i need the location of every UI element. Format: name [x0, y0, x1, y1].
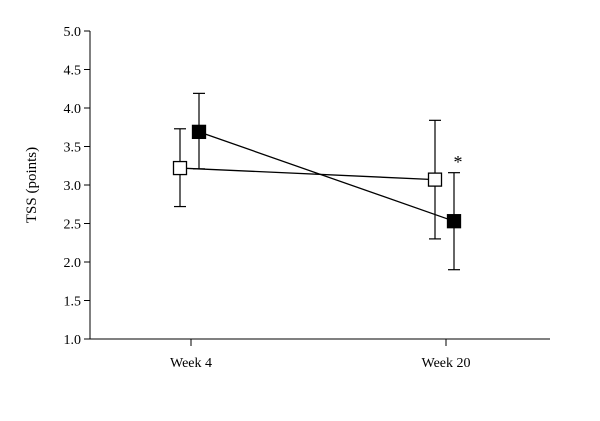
series-0: [172, 119, 443, 240]
significance-asterisk: *: [454, 152, 463, 172]
annotations: *: [454, 152, 463, 172]
x-tick-label: Week 20: [421, 356, 470, 371]
y-axis-title: TSS (points): [24, 147, 40, 223]
y-tick-label: 4.0: [64, 102, 82, 117]
series-line: [179, 167, 436, 181]
y-tick-label: 1.0: [64, 333, 82, 348]
open-square-marker: [427, 172, 443, 187]
y-ticks: 1.0 1.5 2.0 2.5 3.0 3.5 4.0 4.5 5.0: [64, 25, 90, 348]
x-tick-label: Week 4: [170, 356, 212, 371]
series-1: [191, 92, 462, 271]
series-layer: [172, 92, 462, 271]
series-line: [198, 131, 455, 222]
y-tick-label: 4.5: [64, 64, 82, 79]
filled-square-marker: [191, 124, 207, 140]
y-tick-label: 1.5: [64, 295, 82, 310]
axes: [89, 31, 550, 340]
y-tick-label: 3.0: [64, 179, 82, 194]
y-tick-label: 2.5: [64, 218, 82, 233]
y-tick-label: 5.0: [64, 25, 82, 40]
y-tick-label: 3.5: [64, 141, 82, 156]
open-square-marker: [172, 160, 188, 176]
y-tick-label: 2.0: [64, 256, 82, 271]
filled-square-marker: [446, 214, 462, 229]
x-ticks: Week 4 Week 20: [170, 339, 471, 371]
